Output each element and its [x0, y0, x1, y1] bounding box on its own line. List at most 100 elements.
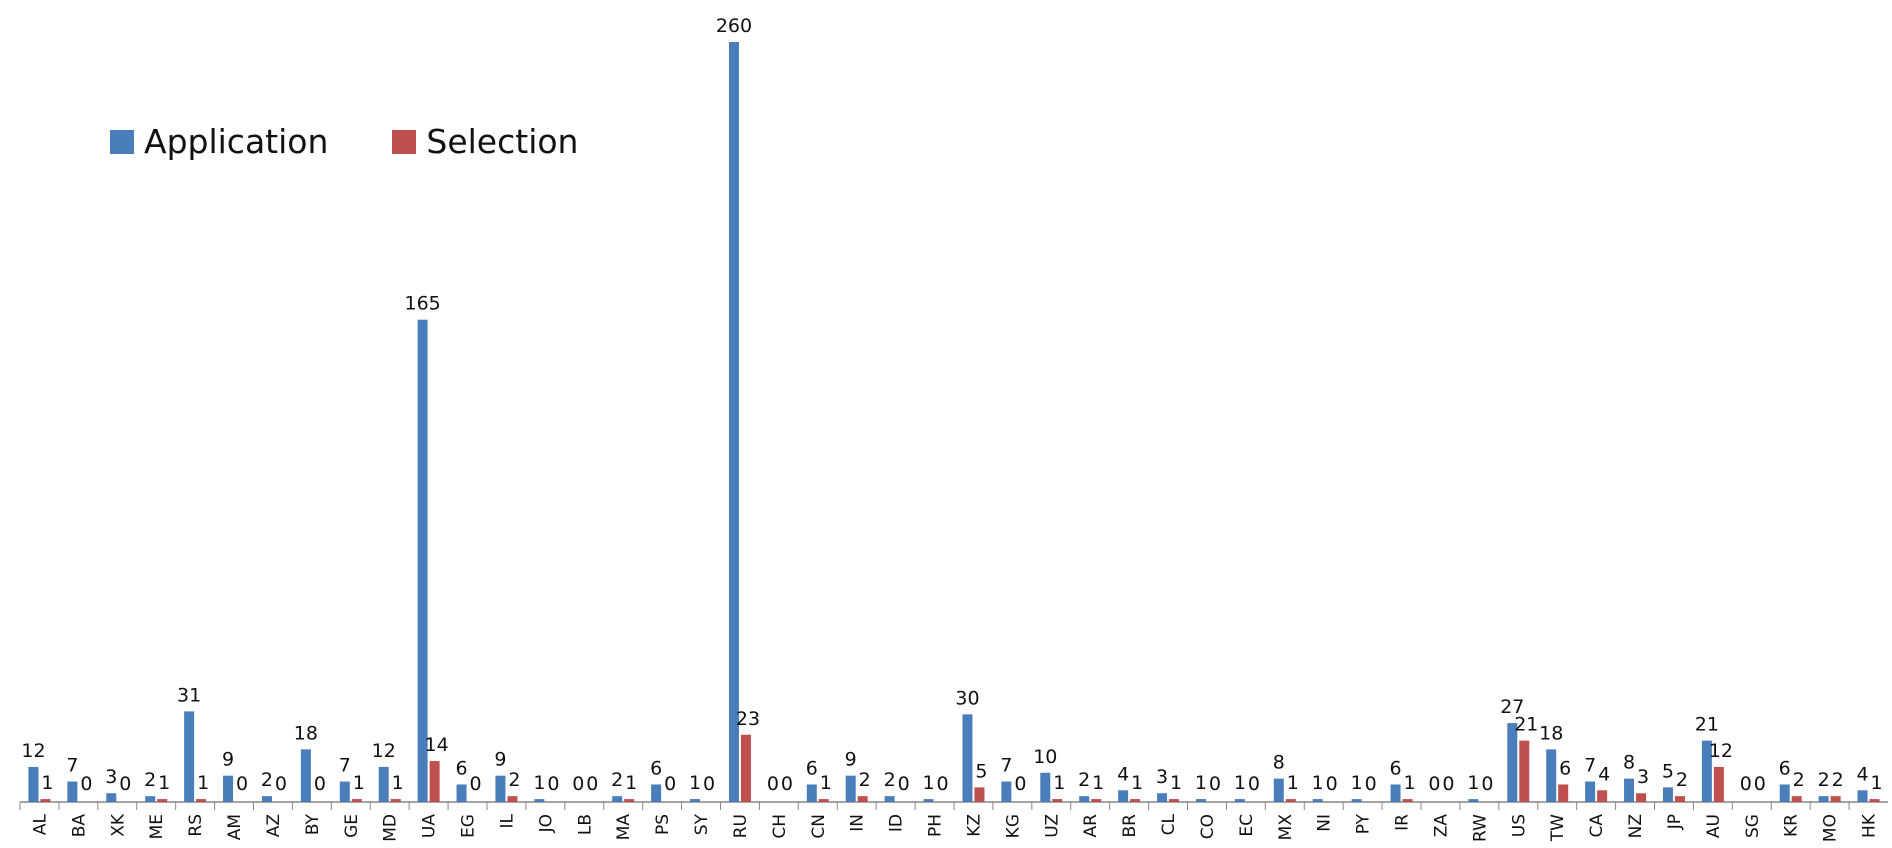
data-label-application: 4	[1117, 763, 1129, 785]
bar-application-kz	[962, 714, 973, 802]
x-tick-label-me: ME	[147, 814, 167, 839]
bar-selection-nz	[1636, 793, 1647, 802]
data-label-application: 7	[66, 755, 78, 777]
bar-application-xk	[106, 793, 117, 802]
legend-label-application: Application	[144, 122, 329, 161]
bar-application-jp	[1662, 787, 1673, 802]
bar-application-mx	[1273, 778, 1284, 802]
data-label-selection: 0	[314, 773, 326, 795]
data-label-application: 1	[1234, 772, 1246, 794]
data-label-application: 0	[572, 773, 584, 795]
x-tick-label-al: AL	[30, 813, 50, 835]
x-tick-label-tw: TW	[1548, 814, 1568, 842]
data-label-application: 1	[1195, 772, 1207, 794]
x-tick-label-ni: NI	[1315, 814, 1335, 832]
data-label-application: 5	[1662, 760, 1674, 782]
data-label-application: 3	[1156, 766, 1168, 788]
data-label-selection: 1	[392, 772, 404, 794]
data-label-application: 12	[21, 740, 45, 762]
data-label-selection: 0	[1014, 773, 1026, 795]
bar-application-tw	[1546, 749, 1557, 802]
data-label-application: 7	[339, 755, 351, 777]
x-tick-label-ca: CA	[1587, 814, 1607, 838]
bar-application-rw	[1468, 799, 1479, 802]
bar-application-ps	[651, 784, 662, 802]
data-label-selection: 0	[898, 773, 910, 795]
x-tick-label-kg: KG	[1003, 814, 1023, 838]
x-tick-label-jo: JO	[536, 814, 556, 833]
data-label-application: 6	[1779, 757, 1791, 779]
data-label-selection: 0	[80, 773, 92, 795]
data-label-selection: 0	[1248, 773, 1260, 795]
data-label-selection: 2	[1793, 769, 1805, 791]
x-tick-label-ge: GE	[342, 814, 362, 838]
data-label-selection: 1	[1403, 772, 1415, 794]
data-label-selection: 1	[197, 772, 209, 794]
x-tick-label-ch: CH	[770, 814, 790, 839]
data-label-application: 7	[1584, 755, 1596, 777]
bar-application-kg	[1001, 781, 1012, 802]
bar-selection-ru	[740, 734, 751, 802]
data-label-selection: 3	[1637, 766, 1649, 788]
data-label-selection: 1	[1870, 772, 1882, 794]
bar-application-sy	[690, 799, 701, 802]
bar-application-az	[261, 796, 272, 802]
bar-application-nz	[1624, 778, 1635, 802]
bar-selection-mo	[1830, 796, 1841, 802]
data-label-application: 31	[177, 684, 201, 706]
bar-application-uz	[1040, 772, 1051, 802]
bar-selection-ca	[1597, 790, 1608, 802]
bar-application-py	[1351, 799, 1362, 802]
data-label-application: 7	[1000, 755, 1012, 777]
bar-application-ca	[1585, 781, 1596, 802]
bar-application-rs	[184, 711, 195, 802]
data-label-selection: 14	[425, 734, 449, 756]
bar-application-ua	[417, 319, 428, 802]
bar-application-me	[145, 796, 156, 802]
x-tick-label-ma: MA	[614, 814, 634, 841]
bar-selection-ar	[1091, 799, 1102, 802]
x-tick-label-us: US	[1509, 814, 1529, 837]
data-label-application: 0	[1740, 773, 1752, 795]
data-label-selection: 0	[586, 773, 598, 795]
bar-selection-kr	[1791, 796, 1802, 802]
bar-application-br	[1118, 790, 1129, 802]
data-label-application: 1	[1351, 772, 1363, 794]
bar-application-ba	[67, 781, 78, 802]
data-label-selection: 1	[1053, 772, 1065, 794]
x-tick-label-am: AM	[225, 814, 245, 840]
data-label-selection: 1	[625, 772, 637, 794]
x-tick-label-kr: KR	[1782, 814, 1802, 837]
bar-application-am	[223, 775, 234, 802]
data-label-selection: 1	[1170, 772, 1182, 794]
x-tick-label-uz: UZ	[1042, 814, 1062, 838]
x-tick-label-ar: AR	[1081, 814, 1101, 838]
bar-selection-cl	[1169, 799, 1180, 802]
bar-selection-us	[1519, 740, 1530, 802]
bar-application-md	[378, 766, 389, 802]
data-label-application: 3	[105, 766, 117, 788]
data-label-application: 2	[1078, 769, 1090, 791]
data-label-selection: 23	[736, 708, 760, 730]
data-label-selection: 1	[41, 772, 53, 794]
bar-application-cl	[1157, 793, 1168, 802]
x-tick-label-rs: RS	[186, 814, 206, 837]
data-label-application: 260	[716, 15, 752, 37]
bar-application-id	[884, 796, 895, 802]
x-tick-label-br: BR	[1120, 814, 1140, 838]
bar-application-il	[495, 775, 506, 802]
data-label-application: 18	[1539, 722, 1563, 744]
x-tick-label-sy: SY	[692, 813, 712, 835]
data-label-application: 2	[261, 769, 273, 791]
x-tick-label-mx: MX	[1276, 814, 1296, 841]
data-label-application: 1	[1467, 772, 1479, 794]
data-label-selection: 0	[1209, 773, 1221, 795]
data-label-selection: 0	[1326, 773, 1338, 795]
data-label-application: 21	[1695, 714, 1719, 736]
data-label-application: 2	[884, 769, 896, 791]
data-label-application: 9	[845, 749, 857, 771]
bar-application-ni	[1312, 799, 1323, 802]
data-label-application: 6	[806, 757, 818, 779]
